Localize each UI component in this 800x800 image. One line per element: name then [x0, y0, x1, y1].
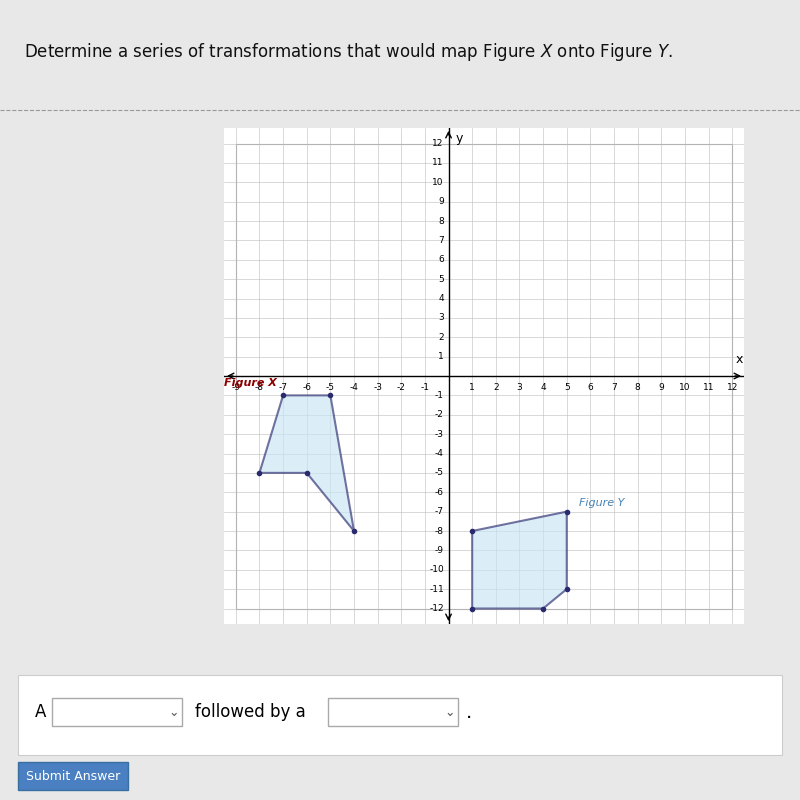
- Text: -4: -4: [435, 449, 444, 458]
- Text: 10: 10: [432, 178, 444, 186]
- Text: .: .: [466, 702, 472, 722]
- Text: -2: -2: [397, 382, 406, 392]
- Text: 10: 10: [679, 382, 690, 392]
- Text: -8: -8: [255, 382, 264, 392]
- Text: -9: -9: [435, 546, 444, 555]
- Text: 5: 5: [438, 274, 444, 284]
- Text: -10: -10: [429, 566, 444, 574]
- Text: -3: -3: [373, 382, 382, 392]
- Text: 9: 9: [658, 382, 664, 392]
- Text: 4: 4: [540, 382, 546, 392]
- Text: -3: -3: [435, 430, 444, 438]
- Text: 6: 6: [587, 382, 594, 392]
- Text: -5: -5: [326, 382, 335, 392]
- Text: -5: -5: [435, 468, 444, 478]
- Text: 8: 8: [438, 217, 444, 226]
- Text: Figure Y: Figure Y: [578, 498, 624, 508]
- Text: -4: -4: [350, 382, 358, 392]
- Bar: [52, 698, 182, 726]
- Text: x: x: [735, 354, 743, 366]
- Text: -1: -1: [435, 391, 444, 400]
- Text: Submit Answer: Submit Answer: [26, 770, 120, 782]
- Bar: [18, 675, 782, 755]
- Text: Determine a series of transformations that would map Figure $X$ onto Figure $Y$.: Determine a series of transformations th…: [24, 41, 673, 63]
- Polygon shape: [259, 395, 354, 531]
- Text: -9: -9: [231, 382, 240, 392]
- Text: 9: 9: [438, 197, 444, 206]
- Bar: [18, 762, 128, 790]
- Text: ⌄: ⌄: [169, 706, 179, 718]
- Text: -8: -8: [435, 526, 444, 535]
- Text: -11: -11: [429, 585, 444, 594]
- Text: 3: 3: [438, 314, 444, 322]
- Text: 1: 1: [438, 352, 444, 361]
- Text: followed by a: followed by a: [195, 703, 306, 721]
- Text: -2: -2: [435, 410, 444, 419]
- Text: 11: 11: [702, 382, 714, 392]
- Text: 12: 12: [433, 139, 444, 148]
- Text: A: A: [35, 703, 46, 721]
- Text: 2: 2: [438, 333, 444, 342]
- Text: -12: -12: [429, 604, 444, 613]
- Text: y: y: [456, 132, 463, 145]
- Text: 5: 5: [564, 382, 570, 392]
- Text: 4: 4: [438, 294, 444, 303]
- Text: Figure X: Figure X: [224, 378, 277, 388]
- Text: ⌄: ⌄: [445, 706, 455, 718]
- Polygon shape: [472, 512, 566, 609]
- Text: -6: -6: [302, 382, 311, 392]
- Text: -7: -7: [278, 382, 287, 392]
- Text: 7: 7: [611, 382, 617, 392]
- Text: -7: -7: [435, 507, 444, 516]
- Text: 2: 2: [493, 382, 498, 392]
- Text: 12: 12: [726, 382, 738, 392]
- Text: -1: -1: [421, 382, 430, 392]
- Text: 6: 6: [438, 255, 444, 264]
- Text: -6: -6: [435, 488, 444, 497]
- Text: 8: 8: [634, 382, 641, 392]
- Text: 3: 3: [517, 382, 522, 392]
- Text: 11: 11: [432, 158, 444, 167]
- Text: 1: 1: [470, 382, 475, 392]
- Bar: [328, 698, 458, 726]
- Text: 7: 7: [438, 236, 444, 245]
